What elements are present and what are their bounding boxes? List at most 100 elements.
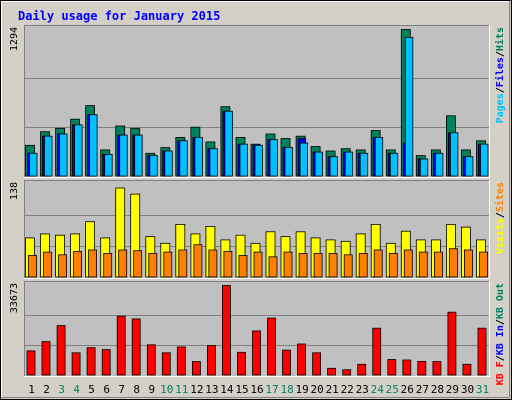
bar-pages-day-6 <box>104 153 113 177</box>
bar-kb-f-day-10 <box>161 352 171 376</box>
panel-top-legend: Pages/Files/Hits <box>494 27 506 123</box>
bar-sites-day-22 <box>343 254 353 278</box>
bar-pages-day-31 <box>480 143 489 177</box>
bar-pages-day-8 <box>134 134 143 177</box>
bar-pages-day-1 <box>29 152 38 177</box>
bar-kb-f-day-28 <box>432 361 442 376</box>
bar-sites-day-4 <box>73 250 82 278</box>
x-tick-label-day-24: 24 <box>371 383 385 396</box>
bar-pages-day-2 <box>44 135 53 177</box>
bar-kb-f-day-8 <box>131 318 141 376</box>
x-tick-label-day-8: 8 <box>133 383 140 396</box>
bar-pages-day-3 <box>59 133 68 177</box>
x-tick-label-day-12: 12 <box>190 383 203 396</box>
x-tick-label-day-28: 28 <box>431 383 444 396</box>
bar-sites-day-30 <box>463 249 473 278</box>
bar-kb-f-day-3 <box>56 325 66 376</box>
bar-kb-f-day-6 <box>101 349 111 376</box>
x-tick-label-day-7: 7 <box>118 383 125 396</box>
x-tick-label-day-18: 18 <box>280 383 293 396</box>
bar-pages-day-12 <box>194 136 203 177</box>
x-tick-label-day-6: 6 <box>103 383 110 396</box>
bar-kb-f-day-29 <box>447 311 457 376</box>
x-tick-label-day-26: 26 <box>401 383 414 396</box>
bar-pages-day-19 <box>299 142 309 177</box>
bar-sites-day-29 <box>448 248 458 278</box>
x-tick-label-day-4: 4 <box>73 383 80 396</box>
bar-kb-f-day-17 <box>267 317 276 376</box>
x-tick-label-day-20: 20 <box>310 383 323 396</box>
bar-pages-day-22 <box>344 151 354 177</box>
legend-entry-0-4: Hits <box>494 27 506 51</box>
bar-kb-f-day-20 <box>312 352 322 376</box>
x-tick-label-day-29: 29 <box>446 383 459 396</box>
bar-sites-day-1 <box>28 254 37 278</box>
x-tick-label-day-1: 1 <box>28 383 35 396</box>
bar-kb-f-day-11 <box>176 346 186 376</box>
bar-sites-day-20 <box>313 252 323 278</box>
bar-sites-day-26 <box>403 249 413 278</box>
panel-middle: 138 Visits/Sites <box>9 180 506 279</box>
x-tick-label-day-13: 13 <box>205 383 218 396</box>
bar-sites-day-9 <box>148 252 158 278</box>
bar-sites-day-13 <box>208 249 218 278</box>
chart-title: Daily usage for January 2015 <box>18 9 220 23</box>
bar-kb-f-day-9 <box>146 344 156 376</box>
bar-sites-day-31 <box>479 251 488 278</box>
bar-sites-day-19 <box>298 252 308 278</box>
x-tick-label-day-9: 9 <box>148 383 155 396</box>
bar-kb-f-day-16 <box>252 330 261 376</box>
x-tick-label-day-3: 3 <box>58 383 65 396</box>
legend-entry-0-1: / <box>495 87 506 93</box>
bar-kb-f-day-14 <box>221 285 231 376</box>
legend-entry-2-0: KB F <box>495 361 506 385</box>
panel-bottom-legend: KB F/KB In/KB Out <box>495 283 506 385</box>
x-tick-label-day-25: 25 <box>386 383 399 396</box>
bar-kb-f-day-27 <box>417 360 427 376</box>
legend-entry-1-2: Sites <box>494 182 506 212</box>
x-tick-label-day-21: 21 <box>326 383 339 396</box>
bar-sites-day-5 <box>88 249 97 278</box>
x-tick-label-day-19: 19 <box>295 383 308 396</box>
bar-sites-day-12 <box>193 244 203 278</box>
x-tick-label-day-5: 5 <box>88 383 95 396</box>
x-tick-label-day-31: 31 <box>476 383 489 396</box>
legend-entry-0-3: / <box>495 51 506 57</box>
bar-sites-day-8 <box>133 250 143 278</box>
bar-sites-day-15 <box>238 254 248 278</box>
legend-entry-0-0: Pages <box>495 93 506 123</box>
bar-pages-day-18 <box>284 147 293 177</box>
bar-sites-day-7 <box>118 249 128 278</box>
bar-kb-f-day-4 <box>71 352 81 376</box>
panel-middle-max-label: 138 <box>9 182 20 200</box>
legend-entry-2-2: KB In <box>495 325 506 355</box>
bar-sites-day-10 <box>163 251 173 278</box>
bar-kb-f-day-18 <box>282 349 291 376</box>
bar-pages-day-13 <box>209 148 218 177</box>
bar-kb-f-day-31 <box>477 327 487 376</box>
bar-pages-day-5 <box>89 114 98 177</box>
bar-sites-day-14 <box>223 250 233 278</box>
bar-kb-f-day-22 <box>342 369 352 376</box>
bar-sites-day-16 <box>253 251 263 278</box>
bar-kb-f-day-7 <box>116 315 126 376</box>
bar-kb-f-day-5 <box>86 347 96 376</box>
bar-kb-f-day-23 <box>357 363 367 376</box>
bar-pages-day-23 <box>359 152 369 177</box>
bar-kb-f-day-25 <box>387 359 397 376</box>
bar-sites-day-3 <box>58 254 67 278</box>
bar-kb-f-day-15 <box>237 351 246 376</box>
legend-entry-2-4: KB Out <box>495 283 506 319</box>
bar-sites-day-25 <box>388 252 398 278</box>
bar-kb-f-day-30 <box>462 363 472 376</box>
bar-pages-day-28 <box>434 152 444 177</box>
bar-pages-day-26 <box>404 37 414 177</box>
bar-sites-day-6 <box>103 252 113 278</box>
panel-top-max-label: 1294 <box>9 27 20 51</box>
bar-kb-f-day-12 <box>191 361 201 376</box>
x-tick-label-day-16: 16 <box>250 383 263 396</box>
x-tick-label-day-27: 27 <box>416 383 429 396</box>
bar-kb-f-day-21 <box>327 367 337 376</box>
